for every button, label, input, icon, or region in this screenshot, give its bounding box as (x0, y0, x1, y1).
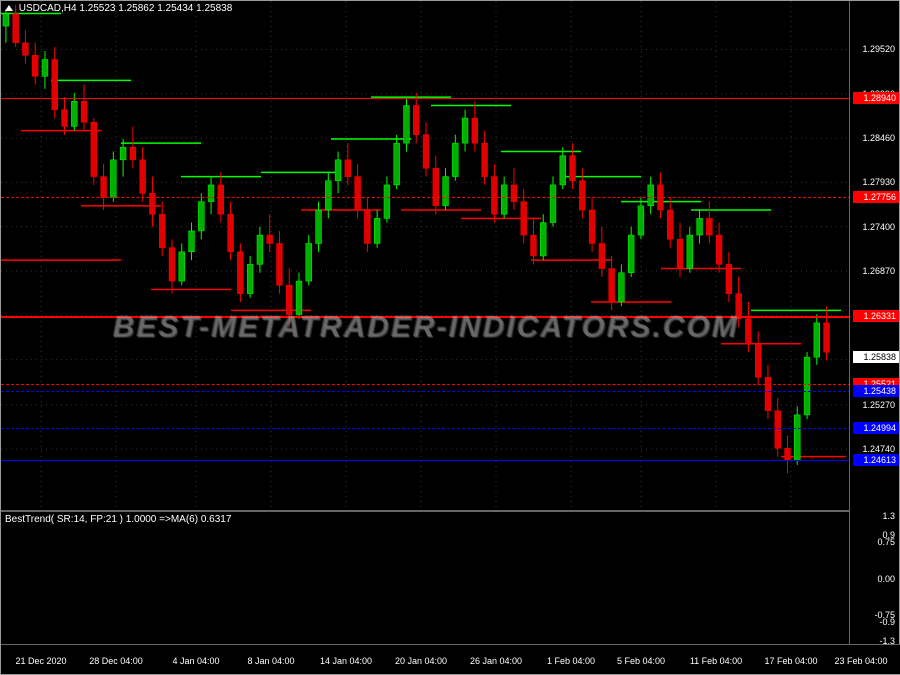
y-axis-label: 1.27400 (862, 222, 895, 232)
price-tag: 1.28940 (853, 92, 899, 104)
y-axis-label: 1.25270 (862, 400, 895, 410)
horizontal-level-line (1, 98, 851, 100)
price-tag: 1.26331 (853, 310, 899, 322)
chart-title-text: USDCAD,H4 1.25523 1.25862 1.25434 1.2583… (19, 3, 233, 14)
x-axis-label: 8 Jan 04:00 (247, 656, 294, 666)
main-price-chart[interactable]: USDCAD,H4 1.25523 1.25862 1.25434 1.2583… (1, 1, 851, 511)
x-axis-label: 26 Jan 04:00 (470, 656, 522, 666)
y-axis-label: 1.26870 (862, 266, 895, 276)
indicator-title: BestTrend( SR:14, FP:21 ) 1.0000 =>MA(6)… (5, 514, 231, 525)
horizontal-level-line (1, 460, 851, 462)
y-axis-label: 1.27930 (862, 177, 895, 187)
price-tag: 1.24613 (853, 454, 899, 466)
y-axis-label: 1.24740 (862, 444, 895, 454)
indicator-y-label: 0.00 (877, 574, 895, 584)
indicator-y-label: 1.3 (882, 511, 895, 521)
horizontal-level-line (1, 391, 851, 392)
price-y-axis: 1.295201.289901.284601.279301.274001.268… (849, 1, 899, 511)
x-axis-label: 1 Feb 04:00 (547, 656, 595, 666)
chart-title-triangle-icon (5, 5, 13, 11)
time-x-axis: 21 Dec 2020 28 Dec 04:00 4 Jan 04:00 8 Jan … (1, 644, 900, 674)
x-axis-label: 21 Dec 2020 (15, 656, 66, 666)
x-axis-label: 14 Jan 04:00 (320, 656, 372, 666)
x-axis-label: 5 Feb 04:00 (617, 656, 665, 666)
x-axis-label: 28 Dec 04:00 (89, 656, 143, 666)
indicator-y-axis: 1.30.90.750.00-0.75-0.9-1.3 (849, 511, 899, 646)
price-tag: 1.27756 (853, 191, 899, 203)
watermark-text: BEST-METATRADER-INDICATORS.COM (113, 311, 739, 345)
y-axis-label: 1.29520 (862, 44, 895, 54)
x-axis-label: 23 Feb 04:00 (834, 656, 887, 666)
y-axis-label: 1.28460 (862, 133, 895, 143)
horizontal-level-line (1, 428, 851, 429)
indicator-y-label: 0.75 (877, 537, 895, 547)
chart-container: USDCAD,H4 1.25523 1.25862 1.25434 1.2583… (0, 0, 900, 675)
chart-canvas (1, 1, 851, 511)
x-axis-label: 11 Feb 04:00 (690, 656, 742, 666)
x-axis-label: 4 Jan 04:00 (172, 656, 219, 666)
chart-title: USDCAD,H4 1.25523 1.25862 1.25434 1.2583… (5, 3, 232, 14)
x-axis-label: 17 Feb 04:00 (764, 656, 817, 666)
horizontal-level-line (1, 384, 851, 385)
indicator-y-label: -0.9 (879, 617, 895, 627)
horizontal-level-line (1, 197, 851, 198)
price-tag: 1.25838 (853, 351, 899, 363)
indicator-panel[interactable]: BestTrend( SR:14, FP:21 ) 1.0000 =>MA(6)… (1, 511, 851, 646)
price-tag: 1.24994 (853, 422, 899, 434)
x-axis-label: 20 Jan 04:00 (395, 656, 447, 666)
price-tag: 1.25438 (853, 385, 899, 397)
